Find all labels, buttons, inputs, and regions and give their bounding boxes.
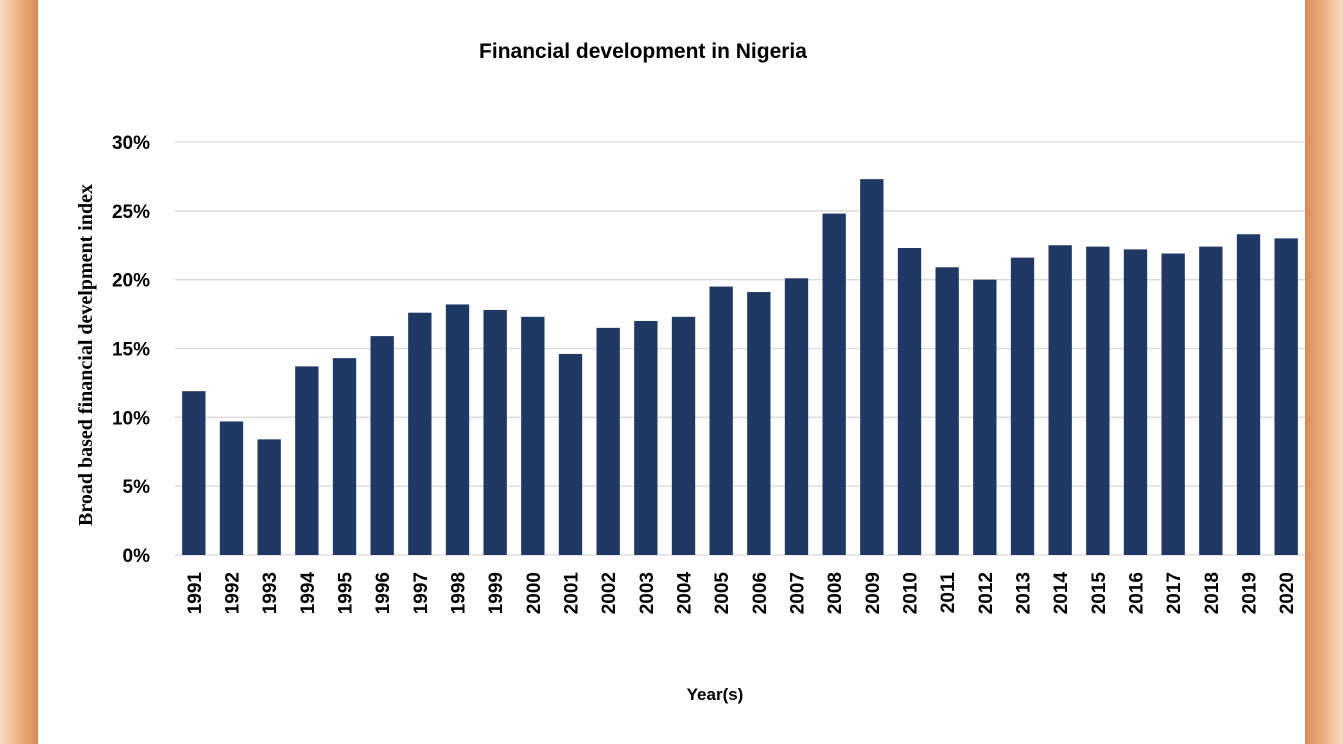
x-tick-label: 1994 [298, 572, 319, 615]
x-tick-label: 2011 [938, 572, 959, 614]
bar [672, 317, 695, 555]
chart-title: Financial development in Nigeria [479, 40, 807, 63]
bar [822, 214, 845, 555]
bar [559, 354, 582, 555]
x-tick-label: 2012 [976, 572, 997, 614]
y-tick-label: 30% [112, 133, 150, 154]
bar [1048, 245, 1071, 555]
bar [1274, 238, 1297, 555]
x-tick-label: 1998 [449, 572, 470, 614]
bar [747, 292, 770, 555]
x-tick-label: 2016 [1127, 572, 1148, 614]
x-tick-label: 2004 [675, 572, 696, 615]
bar [973, 280, 996, 555]
x-tick-label: 1991 [185, 572, 206, 615]
x-tick-label: 2007 [788, 572, 809, 614]
y-tick-label: 0% [123, 546, 151, 567]
x-tick-label: 1996 [373, 572, 394, 614]
y-tick-label: 15% [112, 340, 150, 361]
x-tick-label: 2013 [1014, 572, 1035, 614]
x-tick-label: 2001 [562, 572, 583, 615]
x-tick-label: 2008 [825, 572, 846, 614]
x-tick-label: 2019 [1240, 572, 1261, 614]
x-tick-label: 2014 [1051, 572, 1072, 615]
bar [295, 366, 318, 555]
x-tick-label: 1992 [223, 572, 244, 614]
bar [709, 287, 732, 555]
x-tick-label: 2002 [599, 572, 620, 614]
x-tick-label: 1993 [260, 572, 281, 614]
x-tick-label: 2005 [712, 572, 733, 615]
bar [446, 304, 469, 555]
bar [257, 439, 280, 555]
bar [1237, 234, 1260, 555]
x-tick-label: 2009 [863, 572, 884, 614]
bar [860, 179, 883, 555]
x-tick-label: 2020 [1277, 572, 1298, 614]
bar [596, 328, 619, 555]
left-frame [0, 0, 38, 744]
x-tick-label: 1997 [411, 572, 432, 614]
x-axis-label: Year(s) [687, 685, 744, 704]
y-tick-label: 20% [112, 271, 150, 292]
bar [521, 317, 544, 555]
x-tick-label: 2015 [1089, 572, 1110, 615]
x-tick-label: 1995 [336, 572, 357, 615]
x-tick-label: 2000 [524, 572, 545, 614]
bar [182, 391, 205, 555]
x-tick-label: 1999 [486, 572, 507, 614]
bar [220, 421, 243, 555]
x-tick-label: 2003 [637, 572, 658, 614]
x-tick-label: 2010 [901, 572, 922, 614]
bar [898, 248, 921, 555]
bar [785, 278, 808, 555]
bar [333, 358, 356, 555]
bar [1011, 258, 1034, 555]
bar [1086, 247, 1109, 555]
y-axis-label: Broad based financial develpment index [75, 184, 97, 526]
y-tick-label: 5% [123, 477, 151, 498]
x-tick-label: 2017 [1164, 572, 1185, 614]
bar [1124, 249, 1147, 555]
bar [1199, 247, 1222, 555]
bar [370, 336, 393, 555]
right-frame [1305, 0, 1343, 744]
x-tick-label: 2018 [1202, 572, 1223, 614]
bar [935, 267, 958, 555]
y-tick-label: 10% [112, 408, 150, 429]
bar [1161, 254, 1184, 555]
bar [634, 321, 657, 555]
bar [408, 313, 431, 555]
x-tick-label: 2006 [750, 572, 771, 614]
bar [483, 310, 506, 555]
y-tick-label: 25% [112, 202, 150, 223]
